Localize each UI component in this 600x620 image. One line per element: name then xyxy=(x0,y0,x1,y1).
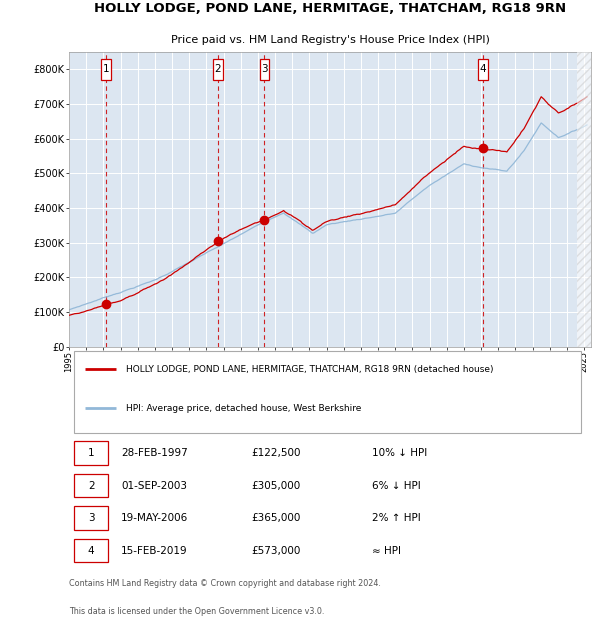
FancyBboxPatch shape xyxy=(213,59,223,79)
Text: £365,000: £365,000 xyxy=(252,513,301,523)
Text: This data is licensed under the Open Government Licence v3.0.: This data is licensed under the Open Gov… xyxy=(69,607,325,616)
FancyBboxPatch shape xyxy=(74,474,108,497)
FancyBboxPatch shape xyxy=(74,507,108,530)
Text: 6% ↓ HPI: 6% ↓ HPI xyxy=(372,480,421,490)
Text: 10% ↓ HPI: 10% ↓ HPI xyxy=(372,448,427,458)
FancyBboxPatch shape xyxy=(74,441,108,465)
Text: Contains HM Land Registry data © Crown copyright and database right 2024.: Contains HM Land Registry data © Crown c… xyxy=(69,580,381,588)
Text: HOLLY LODGE, POND LANE, HERMITAGE, THATCHAM, RG18 9RN: HOLLY LODGE, POND LANE, HERMITAGE, THATC… xyxy=(94,2,566,16)
Text: £573,000: £573,000 xyxy=(252,546,301,556)
FancyBboxPatch shape xyxy=(74,539,108,562)
Text: 1: 1 xyxy=(88,448,94,458)
Text: 4: 4 xyxy=(88,546,94,556)
Text: ≈ HPI: ≈ HPI xyxy=(372,546,401,556)
Text: 28-FEB-1997: 28-FEB-1997 xyxy=(121,448,188,458)
Text: 3: 3 xyxy=(88,513,94,523)
Text: £122,500: £122,500 xyxy=(252,448,301,458)
Text: 1: 1 xyxy=(103,64,109,74)
FancyBboxPatch shape xyxy=(101,59,111,79)
Text: £305,000: £305,000 xyxy=(252,480,301,490)
Text: 2: 2 xyxy=(88,480,94,490)
Text: HPI: Average price, detached house, West Berkshire: HPI: Average price, detached house, West… xyxy=(127,404,362,412)
Text: 01-SEP-2003: 01-SEP-2003 xyxy=(121,480,187,490)
Text: 19-MAY-2006: 19-MAY-2006 xyxy=(121,513,188,523)
Text: 15-FEB-2019: 15-FEB-2019 xyxy=(121,546,188,556)
Polygon shape xyxy=(577,52,591,347)
Text: 4: 4 xyxy=(480,64,487,74)
Text: Price paid vs. HM Land Registry's House Price Index (HPI): Price paid vs. HM Land Registry's House … xyxy=(170,35,490,45)
FancyBboxPatch shape xyxy=(74,350,581,433)
FancyBboxPatch shape xyxy=(478,59,488,79)
Text: 3: 3 xyxy=(261,64,268,74)
Text: HOLLY LODGE, POND LANE, HERMITAGE, THATCHAM, RG18 9RN (detached house): HOLLY LODGE, POND LANE, HERMITAGE, THATC… xyxy=(127,365,494,374)
Text: 2: 2 xyxy=(215,64,221,74)
Text: 2% ↑ HPI: 2% ↑ HPI xyxy=(372,513,421,523)
FancyBboxPatch shape xyxy=(260,59,269,79)
